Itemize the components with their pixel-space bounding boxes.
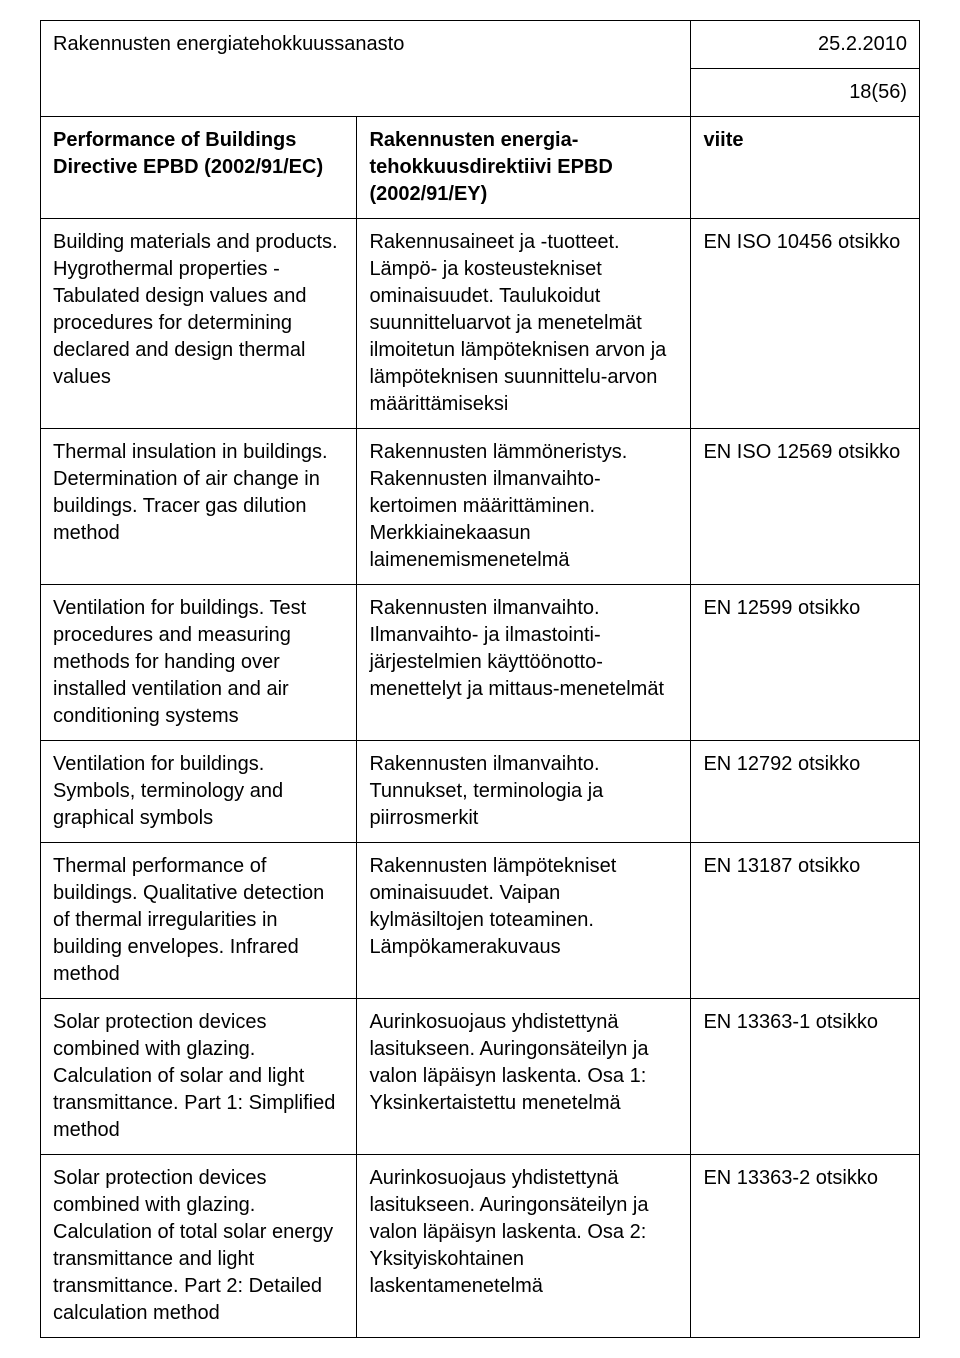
table-row: Solar protection devices combined with g… [41, 1155, 920, 1338]
cell-en: Ventilation for buildings. Test procedur… [41, 585, 357, 741]
cell-en: Ventilation for buildings. Symbols, term… [41, 741, 357, 843]
cell-en: Thermal performance of buildings. Qualit… [41, 843, 357, 999]
cell-en: Thermal insulation in buildings. Determi… [41, 429, 357, 585]
cell-ref: EN 13363-2 otsikko [691, 1155, 920, 1338]
page: Rakennusten energiatehokkuussanasto 25.2… [0, 0, 960, 1358]
cell-en: Solar protection devices combined with g… [41, 1155, 357, 1338]
cell-fi: Rakennusten ilmanvaihto. Ilmanvaihto- ja… [357, 585, 691, 741]
cell-fi: Aurinkosuojaus yhdistettynä lasitukseen.… [357, 999, 691, 1155]
table-row: Ventilation for buildings. Test procedur… [41, 585, 920, 741]
cell-ref: EN ISO 12569 otsikko [691, 429, 920, 585]
table-row: Ventilation for buildings. Symbols, term… [41, 741, 920, 843]
glossary-table: Rakennusten energiatehokkuussanasto 25.2… [40, 20, 920, 1338]
col-header-en: Performance of Buildings Directive EPBD … [41, 117, 357, 219]
cell-fi: Rakennusten lämmöneristys. Rakennusten i… [357, 429, 691, 585]
cell-fi: Aurinkosuojaus yhdistettynä lasitukseen.… [357, 1155, 691, 1338]
doc-date: 25.2.2010 [691, 21, 920, 69]
col-header-ref: viite [691, 117, 920, 219]
page-number: 18(56) [691, 69, 920, 117]
col-header-fi: Rakennusten energia-tehokkuusdirektiivi … [357, 117, 691, 219]
table-row: Thermal performance of buildings. Qualit… [41, 843, 920, 999]
table-row: Thermal insulation in buildings. Determi… [41, 429, 920, 585]
cell-fi: Rakennusaineet ja -tuotteet. Lämpö- ja k… [357, 219, 691, 429]
table-row: Solar protection devices combined with g… [41, 999, 920, 1155]
cell-fi: Rakennusten lämpötekniset ominaisuudet. … [357, 843, 691, 999]
cell-en: Solar protection devices combined with g… [41, 999, 357, 1155]
table-row: Building materials and products. Hygroth… [41, 219, 920, 429]
cell-fi: Rakennusten ilmanvaihto. Tunnukset, term… [357, 741, 691, 843]
doc-title: Rakennusten energiatehokkuussanasto [41, 21, 691, 117]
cell-en: Building materials and products. Hygroth… [41, 219, 357, 429]
cell-ref: EN 13187 otsikko [691, 843, 920, 999]
cell-ref: EN 13363-1 otsikko [691, 999, 920, 1155]
cell-ref: EN 12599 otsikko [691, 585, 920, 741]
cell-ref: EN 12792 otsikko [691, 741, 920, 843]
cell-ref: EN ISO 10456 otsikko [691, 219, 920, 429]
